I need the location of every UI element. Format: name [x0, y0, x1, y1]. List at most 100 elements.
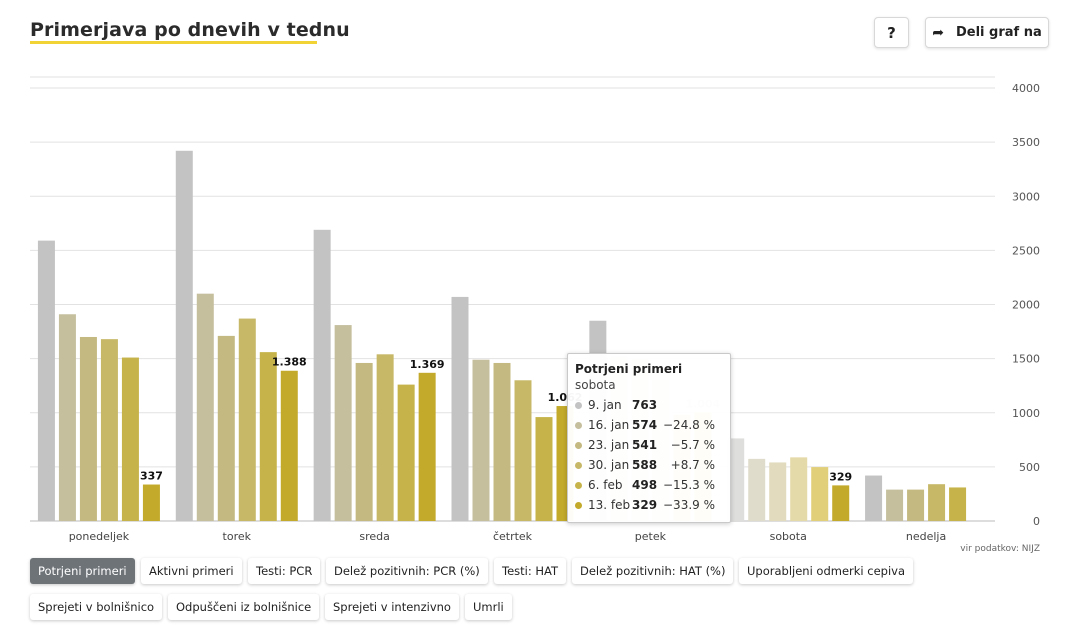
bar-chart: 0 500 1000 1500 2000 2500 3000 3500 4000 337 poned…	[30, 76, 1040, 543]
tooltip-row: 23. jan 541 −5.7 %	[575, 435, 723, 455]
x-category-label: četrtek	[493, 530, 533, 543]
help-button[interactable]: ?	[874, 17, 909, 48]
tab-sprejeti-v-bolnišnico[interactable]: Sprejeti v bolnišnico	[30, 594, 163, 620]
tooltip-value: 498	[632, 478, 658, 492]
bar	[811, 467, 829, 521]
tab-potrjeni-primeri[interactable]: Potrjeni primeri	[30, 558, 135, 584]
y-tick-label: 1500	[1012, 353, 1040, 366]
tooltip-change: −15.3 %	[663, 478, 715, 492]
tooltip-date: 13. feb	[588, 498, 631, 512]
bar	[142, 484, 160, 521]
tab-delež-pozitivnih-pcr[interactable]: Delež pozitivnih: PCR (%)	[326, 558, 488, 584]
title-underline	[30, 41, 317, 44]
tooltip-title: Potrjeni primeri	[575, 362, 683, 376]
tab-uporabljeni-odmerki-cepiva[interactable]: Uporabljeni odmerki cepiva	[739, 558, 914, 584]
bar-value-label: 329	[829, 470, 852, 483]
y-tick-label: 1000	[1012, 407, 1040, 420]
bar	[121, 357, 139, 521]
bar	[58, 314, 76, 521]
share-label: Deli graf na	[955, 25, 1042, 40]
bar	[37, 240, 55, 521]
bar	[769, 462, 787, 521]
tooltip-change: −24.8 %	[663, 418, 715, 432]
tooltip-subtitle: sobota	[575, 378, 616, 392]
bar	[514, 380, 532, 521]
bar	[418, 372, 436, 521]
tooltip-value: 588	[632, 458, 658, 472]
bar	[313, 229, 331, 521]
bar-value-label: 1.388	[272, 356, 307, 369]
tooltip-date: 23. jan	[588, 438, 630, 452]
x-category-label: torek	[223, 530, 252, 543]
tooltip-date: 16. jan	[588, 418, 630, 432]
tab-delež-pozitivnih-hat[interactable]: Delež pozitivnih: HAT (%)	[572, 558, 734, 584]
bar	[334, 325, 352, 521]
tooltip-row: 6. feb 498 −15.3 %	[575, 475, 723, 495]
bar	[472, 359, 490, 521]
bar	[832, 485, 850, 521]
bar	[175, 150, 193, 521]
bar	[949, 487, 967, 521]
y-tick-label: 500	[1019, 461, 1040, 474]
bar-value-label: 1.369	[410, 358, 445, 371]
bar	[790, 457, 808, 521]
series-dot-icon	[575, 461, 582, 469]
tooltip-value: 329	[632, 498, 658, 512]
tab-sprejeti-v-intenzivno[interactable]: Sprejeti v intenzivno	[325, 594, 459, 620]
bar	[259, 352, 277, 521]
bar	[727, 438, 745, 521]
tooltip-date: 6. feb	[588, 478, 623, 492]
tooltip-value: 541	[632, 438, 658, 452]
tab-testi-pcr[interactable]: Testi: PCR	[248, 558, 321, 584]
bar	[397, 384, 415, 521]
tooltip-date: 30. jan	[588, 458, 630, 472]
y-tick-label: 4000	[1012, 82, 1040, 95]
share-arrow-icon: ➦	[932, 24, 944, 41]
x-category-label: nedelja	[906, 530, 946, 543]
bar	[376, 354, 394, 521]
y-tick-label: 3500	[1012, 136, 1040, 149]
y-tick-label: 2500	[1012, 244, 1040, 257]
series-dot-icon	[575, 401, 582, 409]
y-tick-label: 2000	[1012, 299, 1040, 312]
bar	[748, 458, 766, 521]
bar	[280, 370, 298, 521]
share-button[interactable]: ➦ Deli graf na	[925, 17, 1049, 48]
bar	[535, 417, 553, 521]
bar	[886, 489, 904, 521]
tooltip-value: 763	[632, 398, 658, 412]
bar	[79, 336, 97, 521]
bar	[907, 489, 925, 521]
y-tick-label: 0	[1033, 515, 1040, 528]
bar	[928, 484, 946, 521]
bar	[451, 296, 469, 521]
x-category-label: sreda	[359, 530, 390, 543]
series-dot-icon	[575, 421, 582, 429]
tooltip-row: 13. feb 329 −33.9 %	[575, 495, 723, 515]
bar	[196, 293, 214, 521]
tooltip-change: −33.9 %	[663, 498, 715, 512]
bar	[355, 362, 373, 521]
bar	[100, 339, 118, 521]
bar	[865, 475, 883, 521]
help-label: ?	[887, 23, 896, 42]
series-dot-icon	[575, 501, 582, 509]
x-category-label: ponedeljek	[69, 530, 130, 543]
bar	[238, 318, 256, 521]
chart-title: Primerjava po dnevih v tednu	[30, 19, 350, 41]
tooltip-change: +8.7 %	[670, 458, 715, 472]
tab-aktivni-primeri[interactable]: Aktivni primeri	[141, 558, 242, 584]
tooltip-date: 9. jan	[588, 398, 622, 412]
data-source: vir podatkov: NIJZ	[960, 544, 1040, 554]
tooltip-value: 574	[632, 418, 658, 432]
bar-value-label: 337	[140, 470, 163, 483]
tab-testi-hat[interactable]: Testi: HAT	[494, 558, 567, 584]
tooltip-row: 9. jan 763	[575, 395, 723, 415]
x-category-label: sobota	[770, 530, 807, 543]
tooltip-change: −5.7 %	[670, 438, 715, 452]
x-category-label: petek	[635, 530, 667, 543]
y-tick-label: 3000	[1012, 190, 1040, 203]
bar	[493, 362, 511, 521]
tab-odpuščeni-iz-bolnišnice[interactable]: Odpuščeni iz bolnišnice	[168, 594, 320, 620]
tab-umrli[interactable]: Umrli	[465, 594, 512, 620]
